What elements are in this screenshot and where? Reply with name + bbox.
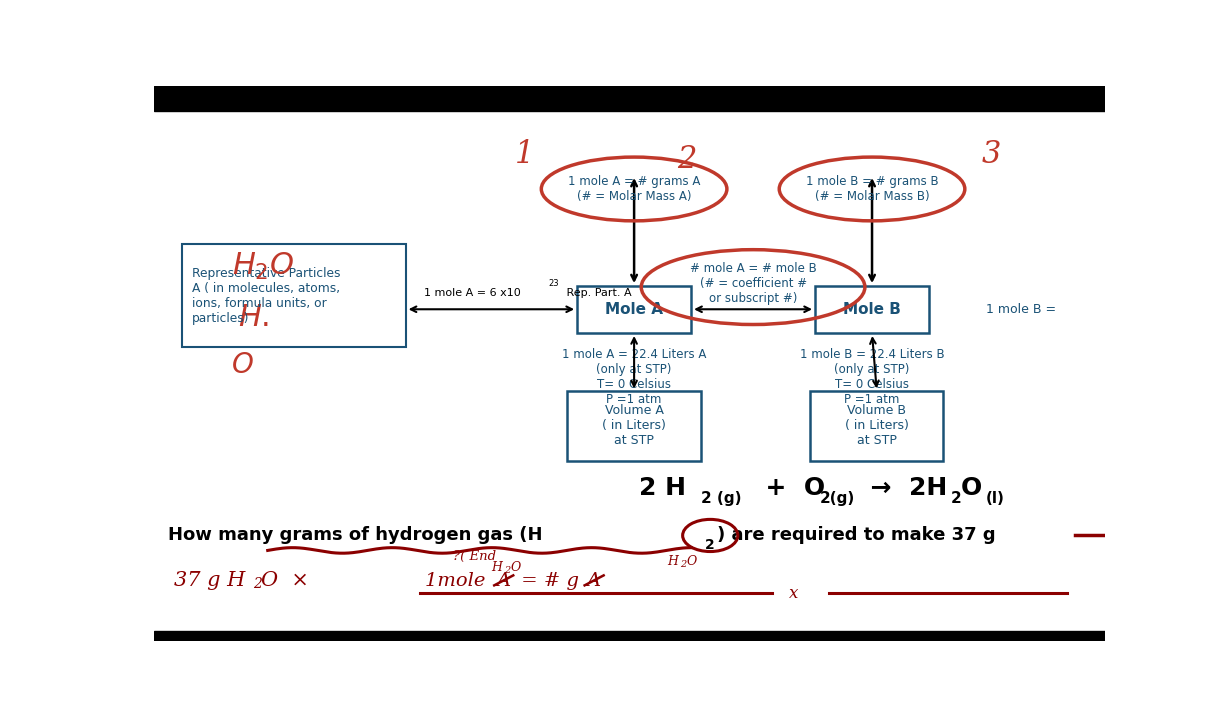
Text: 2: 2: [503, 566, 510, 575]
Text: O  ×: O ×: [262, 572, 309, 590]
Text: →  2H: → 2H: [853, 477, 947, 500]
Text: Rep. Part. A: Rep. Part. A: [562, 288, 631, 298]
Text: Volume B
( in Liters)
at STP: Volume B ( in Liters) at STP: [845, 405, 909, 447]
Text: 2 H: 2 H: [639, 477, 686, 500]
Text: 2: 2: [680, 560, 686, 570]
Text: 23: 23: [548, 279, 559, 288]
Text: 1mole: 1mole: [425, 572, 491, 590]
Text: 2: 2: [677, 144, 696, 175]
Text: Mole A: Mole A: [605, 302, 663, 317]
FancyBboxPatch shape: [815, 286, 930, 333]
FancyBboxPatch shape: [577, 286, 691, 333]
Text: 3: 3: [981, 138, 1001, 169]
Text: $O$: $O$: [231, 352, 253, 379]
Text: = # g: = # g: [516, 572, 586, 590]
Text: O: O: [686, 555, 696, 568]
Text: O: O: [960, 477, 982, 500]
FancyBboxPatch shape: [567, 391, 701, 461]
Text: (l): (l): [986, 491, 1005, 506]
Text: Volume A
( in Liters)
at STP: Volume A ( in Liters) at STP: [602, 405, 666, 447]
Text: 2: 2: [950, 491, 962, 506]
Bar: [154, 86, 1105, 112]
Text: O: O: [511, 561, 521, 574]
Text: Representative Particles
A ( in molecules, atoms,
ions, formula units, or
partic: Representative Particles A ( in molecule…: [192, 266, 340, 325]
Text: ?( End: ?( End: [453, 550, 496, 563]
Text: 2: 2: [705, 539, 715, 552]
Text: +  O: + O: [748, 477, 825, 500]
Text: 1 mole B =: 1 mole B =: [986, 303, 1056, 316]
Text: 2: 2: [253, 577, 263, 591]
Text: H: H: [668, 555, 678, 568]
Text: How many grams of hydrogen gas (H: How many grams of hydrogen gas (H: [168, 526, 543, 544]
Text: 37 g H: 37 g H: [174, 572, 246, 590]
Text: x: x: [790, 585, 798, 602]
FancyBboxPatch shape: [182, 244, 405, 347]
Text: 2 (g): 2 (g): [701, 491, 742, 506]
Text: 1 mole A = 22.4 Liters A
(only at STP)
T= 0 Celsius
P =1 atm: 1 mole A = 22.4 Liters A (only at STP) T…: [562, 348, 706, 407]
Text: A: A: [496, 572, 511, 590]
Text: ) are required to make 37 g: ) are required to make 37 g: [717, 526, 996, 544]
Text: $H.$: $H.$: [238, 302, 269, 333]
Circle shape: [232, 294, 312, 341]
Text: 1 mole A = # grams A
(# = Molar Mass A): 1 mole A = # grams A (# = Molar Mass A): [567, 175, 700, 203]
Text: 2(g): 2(g): [820, 491, 855, 506]
Text: # mole A = # mole B
(# = coefficient #
or subscript #): # mole A = # mole B (# = coefficient # o…: [690, 261, 817, 305]
Text: 1 mole B = 22.4 Liters B
(only at STP)
T= 0 Celsius
P =1 atm: 1 mole B = 22.4 Liters B (only at STP) T…: [799, 348, 944, 407]
FancyBboxPatch shape: [810, 391, 943, 461]
Text: Mole B: Mole B: [844, 302, 901, 317]
Bar: [154, 631, 1105, 641]
Text: A: A: [587, 572, 600, 590]
Text: H: H: [491, 561, 502, 574]
Text: $H_2O$: $H_2O$: [232, 251, 293, 282]
Text: 1 mole A = 6 x10: 1 mole A = 6 x10: [424, 288, 521, 298]
Text: 1 mole B = # grams B
(# = Molar Mass B): 1 mole B = # grams B (# = Molar Mass B): [806, 175, 938, 203]
Text: 1: 1: [515, 138, 534, 169]
